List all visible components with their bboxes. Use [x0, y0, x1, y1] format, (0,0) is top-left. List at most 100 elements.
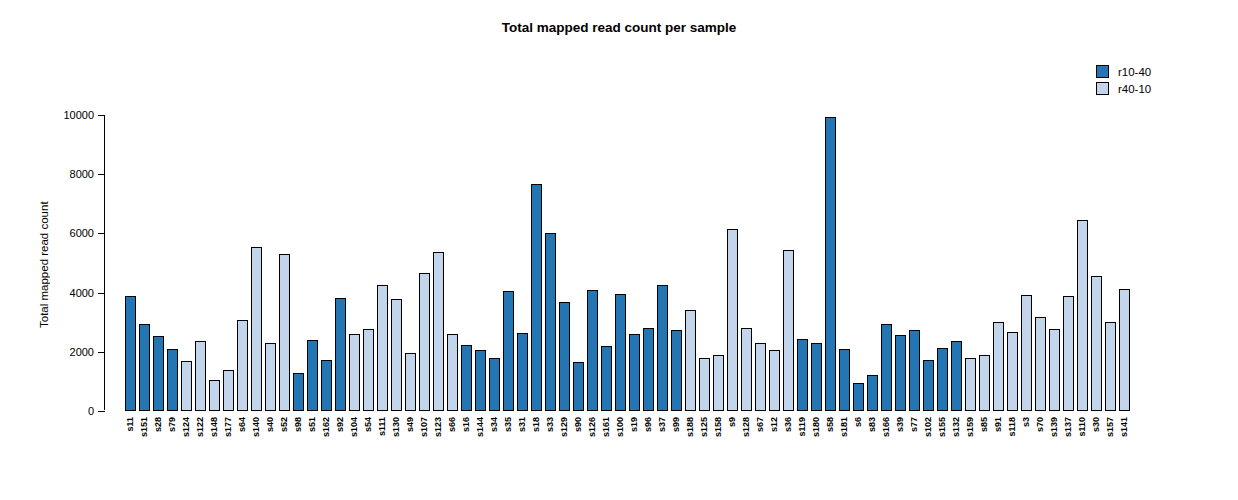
bar-s177	[223, 370, 234, 411]
bar-s126	[587, 290, 598, 411]
bar-s16	[461, 345, 472, 411]
x-tick-label-s181: s181	[839, 417, 850, 437]
bar-s19	[629, 334, 640, 411]
x-tick-label-s155: s155	[937, 417, 948, 437]
x-tick-label-s6: s6	[853, 417, 864, 427]
x-tick-label-s139: s139	[1049, 417, 1060, 437]
bar-s141	[1119, 289, 1130, 411]
bar-s6	[853, 383, 864, 411]
y-tick-label: 2000	[34, 346, 94, 358]
bar-s130	[391, 299, 402, 411]
y-tick	[98, 174, 105, 175]
y-tick-label: 0	[34, 405, 94, 417]
x-tick-label-s102: s102	[923, 417, 934, 437]
x-tick-label-s141: s141	[1119, 417, 1130, 437]
x-tick-label-s151: s151	[139, 417, 150, 437]
bar-s40	[265, 343, 276, 411]
bar-s31	[517, 333, 528, 411]
bar-s129	[559, 302, 570, 411]
y-tick	[98, 411, 105, 412]
bar-s91	[993, 322, 1004, 411]
x-tick-label-s128: s128	[741, 417, 752, 437]
y-axis-title: Total mapped read count	[38, 165, 50, 365]
x-tick-label-s110: s110	[1077, 417, 1088, 437]
x-tick-label-s67: s67	[755, 417, 766, 432]
bar-s181	[839, 349, 850, 411]
y-tick-label: 8000	[34, 168, 94, 180]
x-tick-label-s132: s132	[951, 417, 962, 437]
x-tick-label-s180: s180	[811, 417, 822, 437]
bar-s140	[251, 247, 262, 411]
x-tick-label-s188: s188	[685, 417, 696, 437]
bar-s158	[713, 355, 724, 411]
bar-s12	[769, 350, 780, 411]
bar-s144	[475, 350, 486, 411]
x-tick-label-s137: s137	[1063, 417, 1074, 437]
x-tick-label-s40: s40	[265, 417, 276, 432]
y-tick	[98, 233, 105, 234]
x-tick-label-s119: s119	[797, 417, 808, 437]
bar-s162	[321, 360, 332, 411]
x-tick-label-s3: s3	[1021, 417, 1032, 427]
bar-s157	[1105, 322, 1116, 411]
x-tick-label-s124: s124	[181, 417, 192, 437]
bar-s139	[1049, 329, 1060, 411]
x-tick-label-s58: s58	[825, 417, 836, 432]
x-tick-label-s98: s98	[293, 417, 304, 432]
x-tick-label-s51: s51	[307, 417, 318, 432]
x-tick-label-s79: s79	[167, 417, 178, 432]
bar-s36	[783, 250, 794, 411]
chart-title: Total mapped read count per sample	[104, 20, 1134, 35]
x-tick-label-s144: s144	[475, 417, 486, 437]
bar-s132	[951, 341, 962, 411]
bar-s52	[279, 254, 290, 411]
x-tick-label-s111: s111	[377, 417, 388, 436]
bar-s155	[937, 348, 948, 411]
x-tick-label-s177: s177	[223, 417, 234, 437]
x-tick-label-s125: s125	[699, 417, 710, 437]
bar-s51	[307, 340, 318, 411]
bar-s148	[209, 380, 220, 411]
bar-s99	[671, 330, 682, 411]
bar-s67	[755, 343, 766, 411]
x-tick-label-s129: s129	[559, 417, 570, 437]
x-tick-label-s36: s36	[783, 417, 794, 432]
bar-s137	[1063, 296, 1074, 411]
bar-s85	[979, 355, 990, 411]
x-tick-label-s70: s70	[1035, 417, 1046, 432]
x-tick-label-s126: s126	[587, 417, 598, 437]
y-tick	[98, 293, 105, 294]
x-tick-label-s54: s54	[363, 417, 374, 432]
x-tick-label-s107: s107	[419, 417, 430, 437]
bar-s110	[1077, 220, 1088, 411]
bar-s102	[923, 360, 934, 411]
bar-s28	[153, 336, 164, 411]
y-axis-line	[104, 115, 105, 410]
y-tick	[98, 115, 105, 116]
x-tick-label-s37: s37	[657, 417, 668, 432]
x-tick-label-s11: s11	[125, 417, 136, 432]
x-tick-label-s33: s33	[545, 417, 556, 432]
x-tick-label-s34: s34	[489, 417, 500, 432]
bar-s3	[1021, 295, 1032, 411]
legend-item-r40-10: r40-10	[1096, 82, 1151, 95]
legend: r10-40 r40-10	[1096, 65, 1151, 99]
bar-s98	[293, 373, 304, 411]
x-tick-label-s64: s64	[237, 417, 248, 432]
x-tick-label-s159: s159	[965, 417, 976, 437]
bar-s9	[727, 229, 738, 411]
x-tick-label-s52: s52	[279, 417, 290, 432]
x-tick-label-s123: s123	[433, 417, 444, 437]
bar-s33	[545, 233, 556, 411]
x-tick-label-s18: s18	[531, 417, 542, 432]
x-tick-label-s161: s161	[601, 417, 612, 437]
x-tick-label-s31: s31	[517, 417, 528, 432]
x-tick-label-s148: s148	[209, 417, 220, 437]
bar-s18	[531, 184, 542, 411]
bar-s92	[335, 298, 346, 411]
x-tick-label-s118: s118	[1007, 417, 1018, 437]
bar-s100	[615, 294, 626, 411]
bar-s161	[601, 346, 612, 411]
bar-s83	[867, 375, 878, 411]
bar-s125	[699, 358, 710, 411]
